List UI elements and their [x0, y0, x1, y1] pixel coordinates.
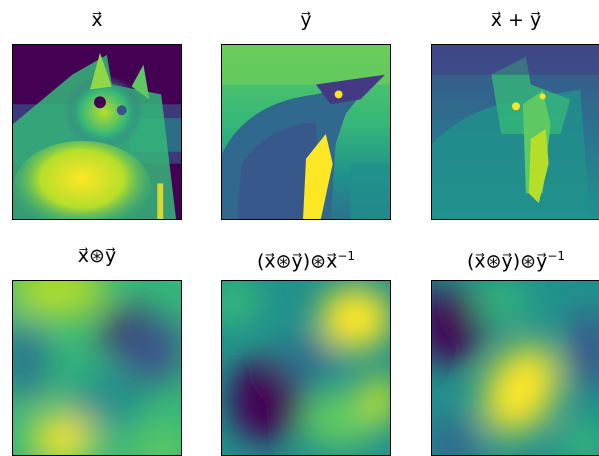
panel-title: x⃗ + y⃗ [490, 9, 542, 31]
panel-title: x⃗⊛y⃗ [77, 245, 117, 267]
image-sum [431, 44, 599, 220]
panel-sum: x⃗ + y⃗ [431, 9, 599, 220]
image-unbind-x [221, 280, 391, 456]
panel-bind: x⃗⊛y⃗ [12, 245, 182, 456]
panel-x: x⃗ [12, 9, 182, 220]
image-bird [221, 44, 391, 220]
panel-title: y⃗ [300, 9, 312, 31]
panel-unbind-y: (x⃗⊛y⃗)⊛y⃗−1 [431, 249, 599, 456]
image-bind [12, 280, 182, 456]
panel-unbind-x: (x⃗⊛y⃗)⊛x⃗−1 [221, 249, 391, 456]
panel-title: (x⃗⊛y⃗)⊛y⃗−1 [466, 249, 566, 273]
panel-title: x⃗ [91, 9, 103, 31]
panel-title: (x⃗⊛y⃗)⊛x⃗−1 [256, 249, 356, 273]
image-unbind-y [431, 280, 599, 456]
image-cat [12, 44, 182, 220]
panel-y: y⃗ [221, 9, 391, 220]
